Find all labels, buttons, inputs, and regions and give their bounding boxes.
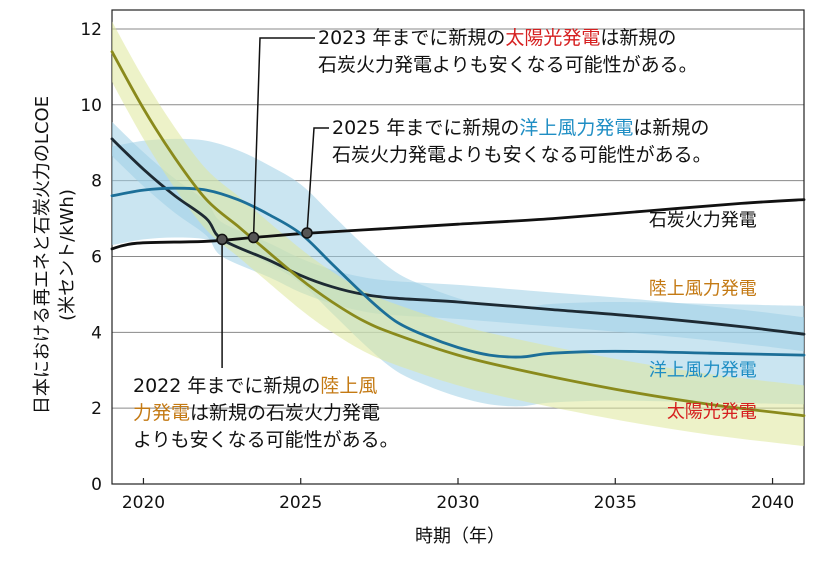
annotation-leader xyxy=(252,37,315,238)
y-tick-label: 0 xyxy=(91,475,102,495)
y-tick-label: 4 xyxy=(91,323,102,343)
annotation-text: よりも安くなる可能性がある。 xyxy=(133,429,399,451)
series-line xyxy=(110,50,806,418)
annotation-leader xyxy=(306,127,329,234)
series-line xyxy=(110,186,806,359)
annotation-text: 石炭火力発電よりも安くなる可能性がある。 xyxy=(318,54,698,76)
annotation-text: 2023 年までに新規の太陽光発電は新規の xyxy=(318,27,676,49)
y-tick-label: 8 xyxy=(91,172,102,192)
annotation-text: 2022 年までに新規の陸上風 xyxy=(133,375,377,397)
series-label: 陸上風力発電 xyxy=(649,278,757,299)
series-label: 太陽光発電 xyxy=(667,402,757,423)
crossover-marker xyxy=(301,227,313,239)
series-label: 洋上風力発電 xyxy=(649,360,757,381)
series-band xyxy=(112,138,804,407)
crossover-marker xyxy=(216,233,228,246)
x-tick-label: 2020 xyxy=(122,493,165,513)
series-label: 石炭火力発電 xyxy=(649,210,757,231)
x-tick-label: 2035 xyxy=(594,493,637,513)
crossover-markers xyxy=(216,227,313,246)
annotations: 2023 年までに新規の太陽光発電は新規の石炭火力発電よりも安くなる可能性がある… xyxy=(133,27,712,451)
series-lines xyxy=(110,50,806,418)
series-line xyxy=(110,198,806,251)
y-axis-title: 日本における再エネと石炭火力のLCOE xyxy=(32,96,53,414)
x-axis-title: 時期（年） xyxy=(415,526,505,547)
y-tick-label: 2 xyxy=(91,399,102,419)
annotation-text: 力発電は新規の石炭火力発電 xyxy=(133,402,380,424)
axis-ticks: 0 2 4 6 8 10 12 2020 2025 2030 2035 2040 xyxy=(80,20,794,513)
x-tick-label: 2025 xyxy=(279,493,322,513)
y-axis-unit: (米セント/kWh) xyxy=(57,189,78,321)
y-tick-label: 12 xyxy=(80,20,102,40)
annotation-leaders xyxy=(221,37,329,368)
annotation-text: 石炭火力発電よりも安くなる可能性がある。 xyxy=(332,144,712,166)
crossover-marker xyxy=(247,231,260,244)
x-tick-label: 2030 xyxy=(436,493,479,513)
annotation-text: 2025 年までに新規の洋上風力発電は新規の xyxy=(332,117,709,139)
series-line xyxy=(110,137,806,336)
x-tick-label: 2040 xyxy=(751,493,794,513)
y-tick-label: 10 xyxy=(80,96,102,116)
y-tick-label: 6 xyxy=(91,247,102,267)
